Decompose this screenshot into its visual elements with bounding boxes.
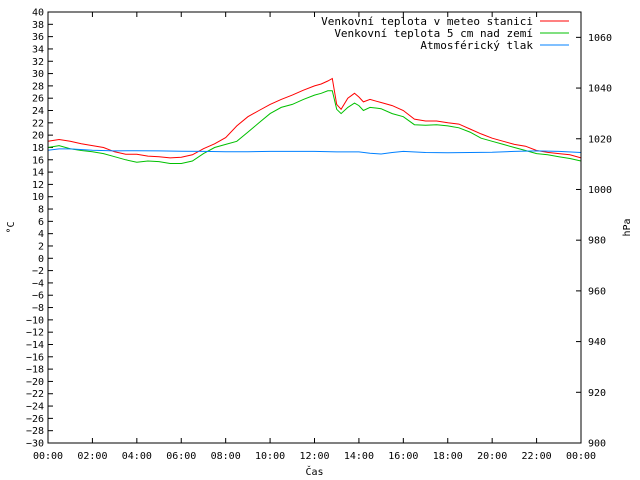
- y2-tick-label: 1060: [588, 33, 612, 44]
- y-tick-label: −14: [26, 340, 44, 351]
- left-axis-ticks: 4038363432302826242220181614121086420−2−…: [26, 8, 53, 450]
- y-tick-label: 4: [38, 229, 44, 240]
- y-tick-label: 0: [38, 254, 44, 265]
- y-tick-label: 34: [32, 44, 44, 55]
- y2-tick-label: 1020: [588, 134, 612, 145]
- y2-axis-label: hPa: [622, 218, 633, 236]
- y-tick-label: 38: [32, 20, 44, 31]
- y-tick-label: 6: [38, 217, 44, 228]
- y2-tick-label: 980: [588, 236, 606, 247]
- y2-tick-label: 1000: [588, 185, 612, 196]
- y-tick-label: 28: [32, 81, 44, 92]
- y-tick-label: 32: [32, 57, 44, 68]
- x-tick-label: 16:00: [388, 451, 418, 462]
- y-tick-label: 12: [32, 180, 44, 191]
- y-tick-label: 14: [32, 168, 44, 179]
- y-tick-label: 40: [32, 8, 44, 19]
- legend-label: Atmosférický tlak: [420, 39, 533, 52]
- y-tick-label: −2: [32, 266, 44, 277]
- x-tick-label: 20:00: [477, 451, 507, 462]
- x-axis-ticks: 00:00 02:00 04:00 06:00 08:00 10:00 12:00 14:00…: [33, 12, 596, 462]
- x-axis-label: Čas: [305, 465, 323, 478]
- y-tick-label: −16: [26, 352, 44, 363]
- y-tick-label: −8: [32, 303, 44, 314]
- y-tick-label: −20: [26, 377, 44, 388]
- series-line-2: [47, 90, 582, 164]
- y-tick-label: −24: [26, 402, 44, 413]
- y-tick-label: 2: [38, 241, 44, 252]
- y-tick-label: −22: [26, 389, 44, 400]
- y-tick-label: 30: [32, 69, 44, 80]
- y-tick-label: 24: [32, 106, 44, 117]
- x-tick-label: 04:00: [122, 451, 152, 462]
- y-tick-label: 36: [32, 32, 44, 43]
- series-line-3: [47, 148, 582, 155]
- y-tick-label: 20: [32, 131, 44, 142]
- y2-tick-label: 900: [588, 439, 606, 450]
- y-tick-label: −18: [26, 365, 44, 376]
- y2-tick-label: 920: [588, 388, 606, 399]
- y-tick-label: 10: [32, 192, 44, 203]
- legend-label: Venkovní teplota 5 cm nad zemí: [334, 27, 533, 40]
- series-line-1: [47, 77, 582, 159]
- y-tick-label: 26: [32, 94, 44, 105]
- y-tick-label: −12: [26, 328, 44, 339]
- x-tick-label: 02:00: [77, 451, 107, 462]
- x-tick-label: 18:00: [433, 451, 463, 462]
- x-tick-label: 00:00: [33, 451, 63, 462]
- plot-frame: [47, 11, 582, 444]
- x-tick-label: 00:00: [566, 451, 596, 462]
- y-tick-label: −26: [26, 414, 44, 425]
- x-tick-label: 06:00: [166, 451, 196, 462]
- y-tick-label: −30: [26, 439, 44, 450]
- y-tick-label: −4: [32, 278, 44, 289]
- x-tick-label: 22:00: [522, 451, 552, 462]
- x-tick-label: 12:00: [299, 451, 329, 462]
- x-tick-label: 10:00: [255, 451, 285, 462]
- y-tick-label: −28: [26, 426, 44, 437]
- legend: Venkovní teplota v meteo staniciVenkovní…: [321, 15, 569, 52]
- y-tick-label: 16: [32, 155, 44, 166]
- y-tick-label: 22: [32, 118, 44, 129]
- y2-tick-label: 1040: [588, 84, 612, 95]
- y-tick-label: −10: [26, 315, 44, 326]
- x-tick-label: 08:00: [211, 451, 241, 462]
- y-tick-label: 18: [32, 143, 44, 154]
- right-axis-ticks: 1060 1040 1020 1000 980 960 940 920 900: [576, 33, 612, 450]
- y-tick-label: −6: [32, 291, 44, 302]
- y-tick-label: 8: [38, 205, 44, 216]
- y-axis-label: °C: [6, 221, 17, 233]
- series-layer: [47, 77, 582, 164]
- legend-label: Venkovní teplota v meteo stanici: [321, 15, 533, 28]
- y2-tick-label: 960: [588, 286, 606, 297]
- x-tick-label: 14:00: [344, 451, 374, 462]
- y2-tick-label: 940: [588, 337, 606, 348]
